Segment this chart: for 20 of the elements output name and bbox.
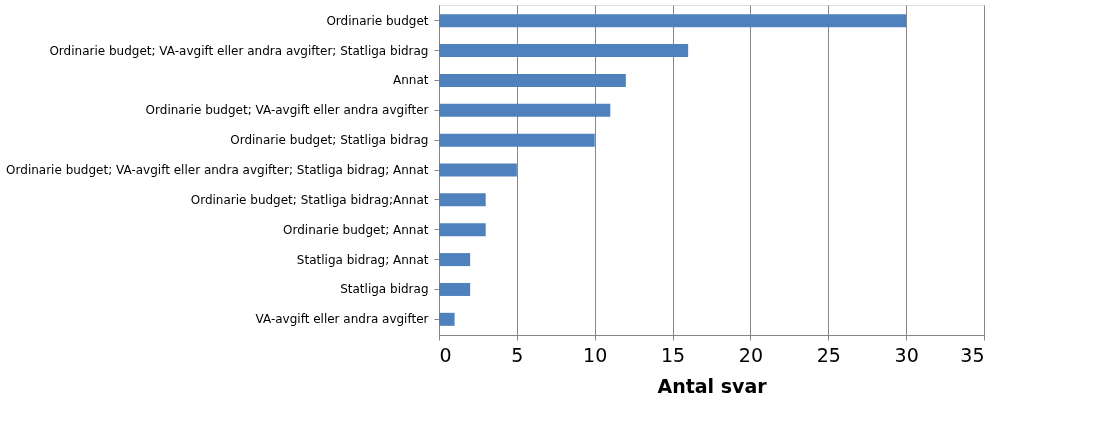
- y-tick-label: Ordinarie budget; Statliga bidrag;Annat: [190, 192, 429, 207]
- y-tick-label: Ordinarie budget; VA-avgift eller andra avgifter: [145, 103, 429, 118]
- x-tick-label: 5: [511, 343, 524, 366]
- y-tick-label: Ordinarie budget; Annat: [283, 222, 429, 237]
- y-tick-label: Annat: [393, 73, 429, 88]
- x-tick-label: 0: [439, 343, 452, 366]
- x-axis-title: Antal svar: [657, 374, 768, 397]
- x-tick-label: 10: [583, 343, 608, 366]
- y-tick-label: Statliga bidrag: [340, 282, 429, 297]
- y-tick-label: Ordinarie budget; VA-avgift eller andra avgifter; Statliga bidrag: [49, 43, 429, 58]
- x-tick-label: 25: [816, 343, 841, 366]
- y-tick-label: VA-avgift eller andra avgifter: [255, 312, 429, 327]
- y-tick-label: Statliga bidrag; Annat: [296, 252, 429, 267]
- x-tick-label: 30: [894, 343, 919, 366]
- y-tick-label: Ordinarie budget; VA-avgift eller andra avgifter; Statliga bidrag; Annat: [6, 163, 429, 177]
- x-tick-label: 15: [660, 343, 686, 366]
- y-tick-label: Ordinarie budget; Statliga bidrag: [230, 133, 429, 148]
- x-tick-label: 35: [960, 343, 985, 366]
- x-tick-label: 20: [738, 343, 764, 366]
- y-tick-label: Ordinarie budget: [326, 13, 429, 28]
